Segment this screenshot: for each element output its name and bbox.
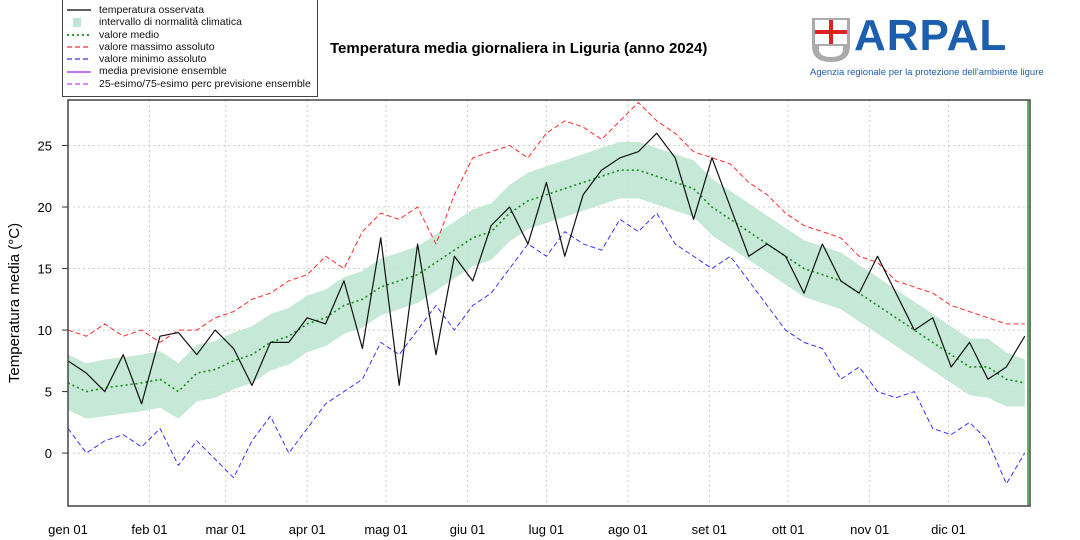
legend-label: valore massimo assoluto	[99, 40, 215, 53]
x-tick-label: apr 01	[289, 522, 326, 537]
axes: 0 5 10 15 20 25 gen 01 feb 01 mar 01 apr 01 mag 01…	[38, 99, 1031, 537]
legend-item: media previsione ensemble	[63, 65, 311, 77]
x-tick-label: mag 01	[364, 522, 407, 537]
series-lines	[67, 100, 1029, 506]
legend-item: valore minimo assoluto	[63, 53, 311, 65]
legend-symbol-icon	[63, 78, 99, 90]
legend-item: 25-esimo/75-esimo perc previsione ensemb…	[63, 78, 311, 90]
legend-symbol-icon	[63, 29, 99, 41]
legend-item: valore massimo assoluto	[63, 41, 311, 53]
liguria-shield-icon	[812, 18, 850, 62]
legend-item: valore medio	[63, 29, 311, 41]
y-tick-label: 5	[45, 385, 52, 400]
legend-item: temperatura osservata	[63, 4, 311, 16]
x-tick-label: nov 01	[850, 522, 889, 537]
x-tick-label: gen 01	[48, 522, 88, 537]
legend-item: intervallo di normalità climatica	[63, 16, 311, 28]
logo-tagline: Agenzia regionale per la protezione dell…	[810, 67, 1044, 78]
y-tick-label: 10	[38, 323, 52, 338]
legend-label: valore minimo assoluto	[99, 53, 207, 66]
x-tick-label: giu 01	[450, 522, 485, 537]
y-tick-label: 20	[38, 200, 52, 215]
legend-symbol-icon	[63, 41, 99, 53]
plot-frame	[67, 99, 1031, 507]
y-tick-label: 25	[38, 139, 52, 154]
min-abs-line	[67, 212, 1026, 485]
y-tick-label: 0	[45, 446, 52, 461]
legend-label: intervallo di normalità climatica	[99, 16, 242, 29]
observed-line	[67, 132, 1026, 405]
x-tick-label: dic 01	[931, 522, 966, 537]
legend-symbol-icon	[63, 16, 99, 28]
chart-title: Temperatura media giornaliera in Liguria…	[330, 40, 708, 57]
legend-label: valore medio	[99, 28, 160, 41]
x-tick-label: feb 01	[131, 522, 167, 537]
y-tick-label: 15	[38, 262, 52, 277]
x-tick-label: set 01	[692, 522, 727, 537]
logo-text: ARPAL	[854, 11, 1008, 60]
legend-symbol-icon	[63, 53, 99, 65]
mean-line	[67, 169, 1025, 393]
legend-symbol-icon	[63, 66, 99, 78]
normality-band-area	[68, 141, 1025, 419]
legend-symbol-icon	[63, 4, 99, 16]
x-tick-label: ago 01	[608, 522, 648, 537]
legend-label: temperatura osservata	[99, 4, 205, 16]
x-tick-label: ott 01	[772, 522, 805, 537]
y-axis-label: Temperatura media (°C)	[6, 222, 23, 384]
x-tick-label: mar 01	[205, 522, 245, 537]
max-abs-line	[67, 101, 1025, 343]
arpal-logo: ARPAL Agenzia regionale per la protezion…	[808, 12, 1044, 80]
legend-label: 25-esimo/75-esimo perc previsione ensemb…	[99, 77, 311, 90]
x-tick-label: lug 01	[529, 522, 564, 537]
normality-band	[68, 141, 1025, 419]
legend-label: media previsione ensemble	[99, 65, 227, 78]
legend: temperatura osservata intervallo di norma…	[62, 0, 318, 97]
